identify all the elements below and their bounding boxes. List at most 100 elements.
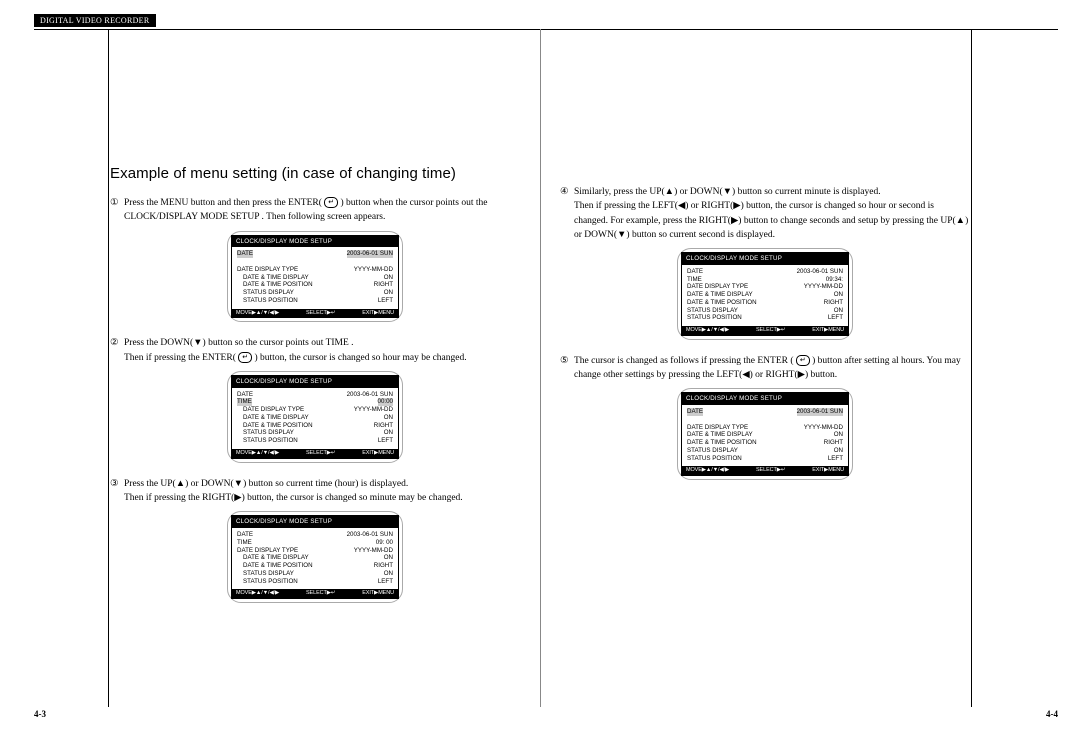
- menu-row: DATE DISPLAY TYPEYYYY-MM-DD: [237, 406, 393, 414]
- menu-row: STATUS DISPLAYON: [237, 289, 393, 297]
- menu-title: CLOCK/DISPLAY MODE SETUP: [682, 393, 848, 405]
- menu-title: CLOCK/DISPLAY MODE SETUP: [232, 236, 398, 248]
- menu-row-label: DATE DISPLAY TYPE: [237, 547, 298, 555]
- menu-title: CLOCK/DISPLAY MODE SETUP: [232, 376, 398, 388]
- menu-body: DATE 2003-06-01 SUN TIME 09: 00 DATE DISPLAY…: [232, 528, 398, 589]
- menu-row-value: LEFT: [378, 437, 393, 445]
- menu-row-value: ON: [384, 570, 393, 578]
- footer-select: SELECT▶↵: [306, 450, 335, 457]
- footer-select: SELECT▶↵: [306, 310, 335, 317]
- step-text: Then if pressing the ENTER(: [124, 353, 236, 363]
- menu-row-label: STATUS DISPLAY: [687, 307, 738, 315]
- menu-row-value: ON: [834, 307, 843, 315]
- menu-row-label: DATE & TIME DISPLAY: [687, 431, 753, 439]
- menu-body: DATE2003-06-01 SUN DATE DISPLAY TYPEYYYY…: [682, 405, 848, 466]
- menu-row-value: 00:00: [378, 398, 393, 406]
- menu-row-value: RIGHT: [824, 439, 843, 447]
- menu-footer: MOVE▶▲/▼/◀/▶SELECT▶↵EXIT▶MENU: [682, 326, 848, 335]
- menu-wrap-4: CLOCK/DISPLAY MODE SETUPDATE2003-06-01 S…: [560, 252, 970, 336]
- menu-footer: MOVE▶▲/▼/◀/▶SELECT▶↵EXIT▶MENU: [232, 309, 398, 318]
- header-bar: DIGITAL VIDEO RECORDER: [34, 14, 156, 27]
- menu-row-label: DATE & TIME DISPLAY: [243, 554, 309, 562]
- menu-row-label: STATUS DISPLAY: [687, 447, 738, 455]
- menu-body: DATE2003-06-01 SUNTIME00:00DATE DISPLAY …: [232, 388, 398, 449]
- footer-move: MOVE▶▲/▼/◀/▶: [686, 327, 729, 334]
- menu-row: STATUS POSITIONLEFT: [237, 437, 393, 445]
- menu-row-label: DATE DISPLAY TYPE: [237, 266, 298, 274]
- menu-row: STATUS DISPLAYON: [237, 570, 393, 578]
- step-text: Press the DOWN(▼) button so the cursor p…: [124, 338, 354, 348]
- menu-box: CLOCK/DISPLAY MODE SETUP DATE 2003-06-01 S…: [231, 375, 399, 459]
- menu-row-label: TIME: [237, 539, 252, 547]
- margin-line-left: [108, 29, 109, 707]
- footer-select: SELECT▶↵: [306, 590, 335, 597]
- menu-row: DATE & TIME DISPLAYON: [687, 291, 843, 299]
- menu-row-label: DATE DISPLAY TYPE: [243, 406, 304, 414]
- margin-line-right: [971, 29, 972, 707]
- menu-row: DATE 2003-06-01 SUN: [237, 391, 393, 399]
- menu-row: [237, 258, 393, 266]
- menu-row-value: YYYY-MM-DD: [354, 547, 393, 555]
- step-text: The cursor is changed as follows if pres…: [574, 356, 794, 366]
- footer-move: MOVE▶▲/▼/◀/▶: [686, 467, 729, 474]
- menu-row-label: DATE: [237, 391, 253, 399]
- menu-row-label: [687, 416, 689, 424]
- menu-wrap-3: CLOCK/DISPLAY MODE SETUPDATE2003-06-01 S…: [110, 515, 520, 599]
- menu-row-label: DATE & TIME POSITION: [243, 422, 313, 430]
- menu-footer: MOVE▶▲/▼/◀/▶SELECT▶↵EXIT▶MENU: [232, 449, 398, 458]
- menu-row: STATUS DISPLAY ON: [687, 447, 843, 455]
- step-text: Press the UP(▲) or DOWN(▼) button so cur…: [124, 479, 408, 489]
- spread: Example of menu setting (in case of chan…: [0, 29, 1080, 739]
- menu-row-value: 2003-06-01 SUN: [347, 531, 393, 539]
- menu-row-value: 2003-06-01 SUN: [347, 391, 393, 399]
- menu-row: DATE & TIME DISPLAY ON: [237, 414, 393, 422]
- menu-row-label: STATUS POSITION: [243, 578, 298, 586]
- menu-row: STATUS DISPLAYON: [237, 429, 393, 437]
- step-num: ③: [110, 477, 119, 491]
- menu-title: CLOCK/DISPLAY MODE SETUP: [682, 253, 848, 265]
- menu-row: DATE & TIME DISPLAYON: [237, 554, 393, 562]
- step-text: ) button, the cursor is changed so hour …: [255, 353, 467, 363]
- step-text: Press the MENU button and then press the…: [124, 198, 322, 208]
- menu-row: STATUS DISPLAY ON: [687, 307, 843, 315]
- menu-row-value: 09: 00: [376, 539, 393, 547]
- enter-icon: ↵: [238, 352, 252, 363]
- menu-row-value: 2003-06-01 SUN: [347, 250, 393, 258]
- menu-row-value: ON: [384, 429, 393, 437]
- menu-row: TIME 09: 00: [237, 539, 393, 547]
- menu-row: DATE2003-06-01 SUN: [237, 250, 393, 258]
- menu-row-label: DATE DISPLAY TYPE: [687, 424, 748, 432]
- menu-row-label: STATUS DISPLAY: [243, 289, 294, 297]
- menu-wrap-5: CLOCK/DISPLAY MODE SETUPDATE2003-06-01 S…: [560, 392, 970, 476]
- menu-row-value: 2003-06-01 SUN: [797, 268, 843, 276]
- menu-box: CLOCK/DISPLAY MODE SETUPDATE2003-06-01 S…: [681, 392, 849, 476]
- menu-row-label: DATE DISPLAY TYPE: [687, 283, 748, 291]
- footer-select: SELECT▶↵: [756, 327, 785, 334]
- menu-row-value: ON: [384, 274, 393, 282]
- menu-row-label: DATE: [237, 531, 253, 539]
- menu-row: DATE DISPLAY TYPEYYYY-MM-DD: [687, 424, 843, 432]
- menu-row-label: DATE: [687, 408, 703, 416]
- footer-move: MOVE▶▲/▼/◀/▶: [236, 590, 279, 597]
- menu-row-value: ON: [834, 431, 843, 439]
- menu-row-value: ON: [384, 414, 393, 422]
- menu-row: DATE & TIME POSITIONRIGHT: [687, 299, 843, 307]
- step-num: ④: [560, 185, 569, 199]
- enter-icon: ↵: [796, 355, 810, 366]
- menu-row: [687, 416, 843, 424]
- menu-row-label: TIME: [237, 398, 252, 406]
- footer-move: MOVE▶▲/▼/◀/▶: [236, 450, 279, 457]
- page-number-left: 4-3: [34, 709, 46, 719]
- menu-row-label: DATE & TIME DISPLAY: [243, 414, 309, 422]
- menu-row: TIME 00:00: [237, 398, 393, 406]
- menu-row-value: ON: [834, 447, 843, 455]
- section-title: Example of menu setting (in case of chan…: [110, 165, 520, 182]
- menu-row-label: STATUS POSITION: [243, 297, 298, 305]
- menu-row: DATE & TIME POSITIONRIGHT: [687, 439, 843, 447]
- menu-box: CLOCK/DISPLAY MODE SETUPDATE2003-06-01 S…: [231, 515, 399, 599]
- menu-row-label: DATE & TIME POSITION: [243, 562, 313, 570]
- menu-row: STATUS POSITIONLEFT: [237, 297, 393, 305]
- menu-row-value: RIGHT: [374, 562, 393, 570]
- menu-row-value: RIGHT: [374, 281, 393, 289]
- footer-move: MOVE▶▲/▼/◀/▶: [236, 310, 279, 317]
